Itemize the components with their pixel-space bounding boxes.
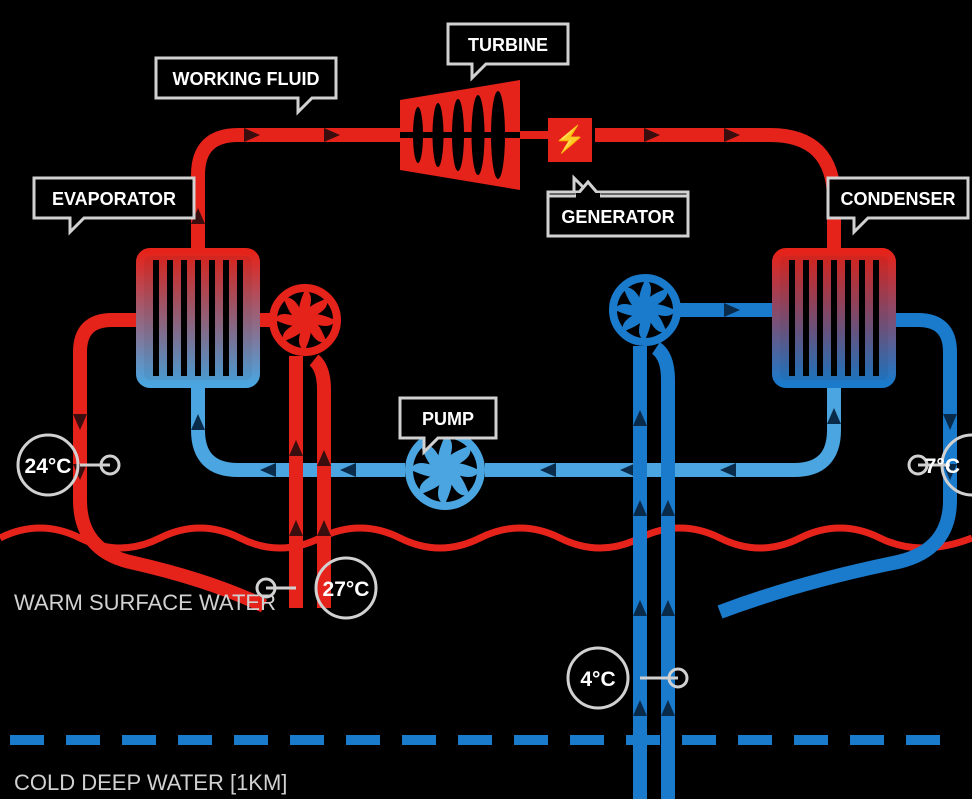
pump-warm bbox=[273, 288, 337, 352]
evaporator bbox=[140, 252, 256, 384]
condenser bbox=[776, 252, 892, 384]
region-cold: COLD DEEP WATER [1KM] bbox=[14, 770, 287, 795]
region-warm: WARM SURFACE WATER bbox=[14, 590, 276, 615]
svg-text:7°C: 7°C bbox=[925, 455, 960, 478]
pump-cold bbox=[613, 278, 677, 342]
svg-text:CONDENSER: CONDENSER bbox=[840, 189, 955, 209]
svg-text:GENERATOR: GENERATOR bbox=[561, 207, 674, 227]
svg-text:EVAPORATOR: EVAPORATOR bbox=[52, 189, 176, 209]
svg-text:4°C: 4°C bbox=[580, 668, 615, 691]
svg-text:27°C: 27°C bbox=[323, 578, 370, 601]
svg-text:WORKING FLUID: WORKING FLUID bbox=[173, 69, 320, 89]
svg-text:24°C: 24°C bbox=[25, 455, 72, 478]
svg-text:PUMP: PUMP bbox=[422, 409, 474, 429]
svg-text:TURBINE: TURBINE bbox=[468, 35, 548, 55]
pump-main bbox=[409, 434, 481, 506]
svg-text:⚡: ⚡ bbox=[554, 124, 586, 155]
